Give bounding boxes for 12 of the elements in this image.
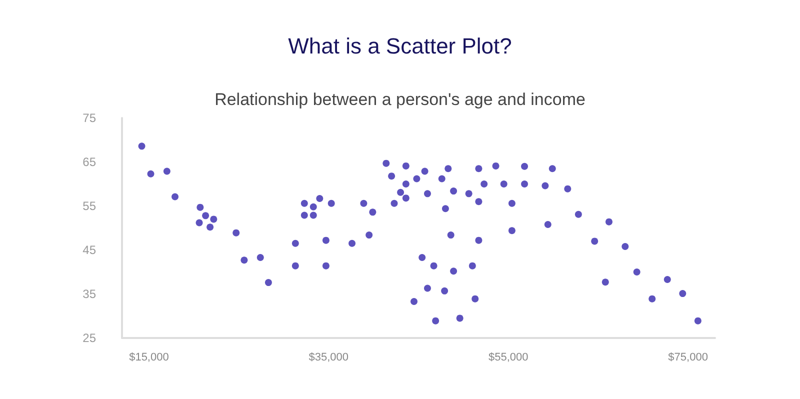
x-tick-label: $35,000 (308, 352, 349, 364)
x-tick-label: $55,000 (488, 352, 528, 364)
y-tick-label: 65 (82, 155, 96, 169)
x-tick-label: $15,000 (129, 352, 169, 364)
chart-subtitle: Relationship between a person's age and income (214, 90, 586, 109)
chart-title: What is a Scatter Plot? (288, 34, 512, 58)
y-tick-label: 35 (82, 287, 96, 301)
y-tick-label: 25 (82, 331, 96, 345)
x-tick-label: $75,000 (668, 352, 708, 364)
y-tick-label: 45 (82, 243, 96, 257)
y-tick-label: 55 (82, 199, 96, 213)
y-tick-label: 75 (82, 111, 96, 125)
